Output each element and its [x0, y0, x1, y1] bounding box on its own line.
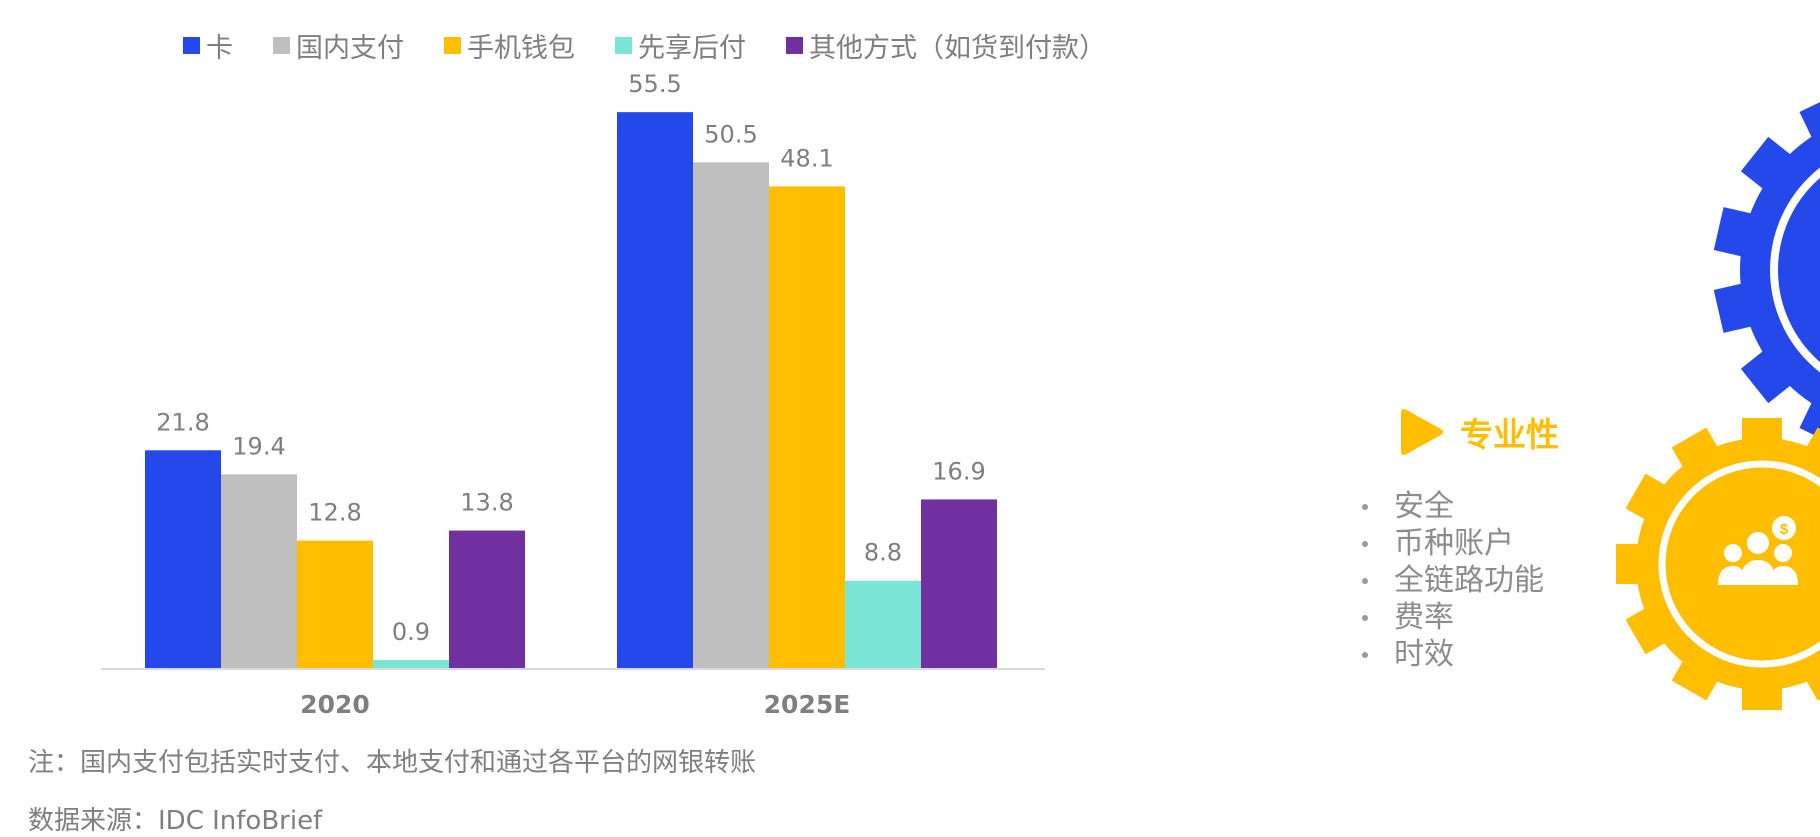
- list-item-text: 费率: [1394, 600, 1454, 635]
- bar-2025E-s4: [921, 499, 997, 669]
- bar-2020-s0: [145, 450, 221, 669]
- data-label: 0.9: [392, 618, 430, 646]
- bar-2025E-s1: [693, 162, 769, 670]
- data-label: 48.1: [780, 144, 833, 172]
- bar-2020-s2: [297, 540, 373, 669]
- list-item: 币种账户: [1362, 525, 1544, 562]
- bar-2020-s1: [221, 474, 297, 669]
- legend-swatch: [183, 37, 200, 54]
- legend-label: 手机钱包: [467, 33, 575, 64]
- bullet-dot: [1362, 651, 1368, 658]
- list-item-text: 全链路功能: [1394, 563, 1544, 598]
- legend-label: 卡: [206, 33, 233, 64]
- legend-item-other: 其他方式（如货到付款）: [786, 26, 1106, 65]
- bar-2025E-s0: [617, 112, 693, 669]
- list-item-text: 币种账户: [1394, 526, 1514, 561]
- legend-swatch: [444, 37, 461, 54]
- data-label: 8.8: [864, 539, 902, 567]
- list-item: 全链路功能: [1362, 562, 1544, 599]
- play-triangle-icon: [1401, 409, 1443, 455]
- side-panel-title: 专业性: [1400, 408, 1559, 456]
- side-panel-title-text: 专业性: [1460, 415, 1559, 454]
- category-labels-layer: 2020 2025E: [300, 690, 850, 719]
- data-label: 13.8: [460, 489, 513, 517]
- data-label: 55.5: [628, 70, 681, 98]
- category-label: 2025E: [764, 690, 851, 719]
- data-label: 19.4: [232, 432, 285, 460]
- legend-label: 其他方式（如货到付款）: [809, 33, 1106, 64]
- bars-layer: [145, 112, 997, 670]
- legend-label: 先享后付: [638, 33, 746, 64]
- data-label: 16.9: [932, 457, 985, 485]
- bar-2025E-s2: [769, 186, 845, 669]
- bullet-dot: [1362, 614, 1368, 621]
- data-label: 50.5: [704, 120, 757, 148]
- bar-2020-s4: [449, 530, 525, 669]
- chart-note: 注：国内支付包括实时支付、本地支付和通过各平台的网银转账: [28, 748, 757, 778]
- data-labels-layer: 21.8 19.4 12.8 0.9 13.8 55.5 50.5 48.1 8.8 16.9: [156, 70, 985, 646]
- list-item: 安全: [1362, 488, 1544, 525]
- list-item-text: 时效: [1394, 637, 1454, 672]
- chart-legend: 卡 国内支付 手机钱包 先享后付 其他方式（如货到付款）: [183, 26, 1146, 65]
- list-item: 费率: [1362, 599, 1544, 636]
- bullet-dot: [1362, 577, 1368, 584]
- data-label: 21.8: [156, 408, 209, 436]
- legend-item-card: 卡: [183, 26, 233, 65]
- bar-2025E-s3: [845, 580, 921, 669]
- bullet-dot: [1362, 540, 1368, 547]
- legend-swatch: [786, 37, 803, 54]
- legend-item-bnpl: 先享后付: [615, 26, 746, 65]
- legend-swatch: [273, 37, 290, 54]
- side-panel-list: 安全 币种账户 全链路功能 费率 时效: [1362, 488, 1544, 673]
- data-source: 数据来源：IDC InfoBrief: [28, 806, 323, 836]
- data-label: 12.8: [308, 499, 361, 527]
- category-label: 2020: [300, 690, 370, 719]
- legend-swatch: [615, 37, 632, 54]
- bullet-dot: [1362, 503, 1368, 510]
- list-item: 时效: [1362, 636, 1544, 673]
- list-item-text: 安全: [1394, 489, 1454, 524]
- legend-item-domestic-payment: 国内支付: [273, 26, 404, 65]
- legend-label: 国内支付: [296, 33, 404, 64]
- legend-item-mobile-wallet: 手机钱包: [444, 26, 575, 65]
- bar-2020-s3: [373, 659, 449, 669]
